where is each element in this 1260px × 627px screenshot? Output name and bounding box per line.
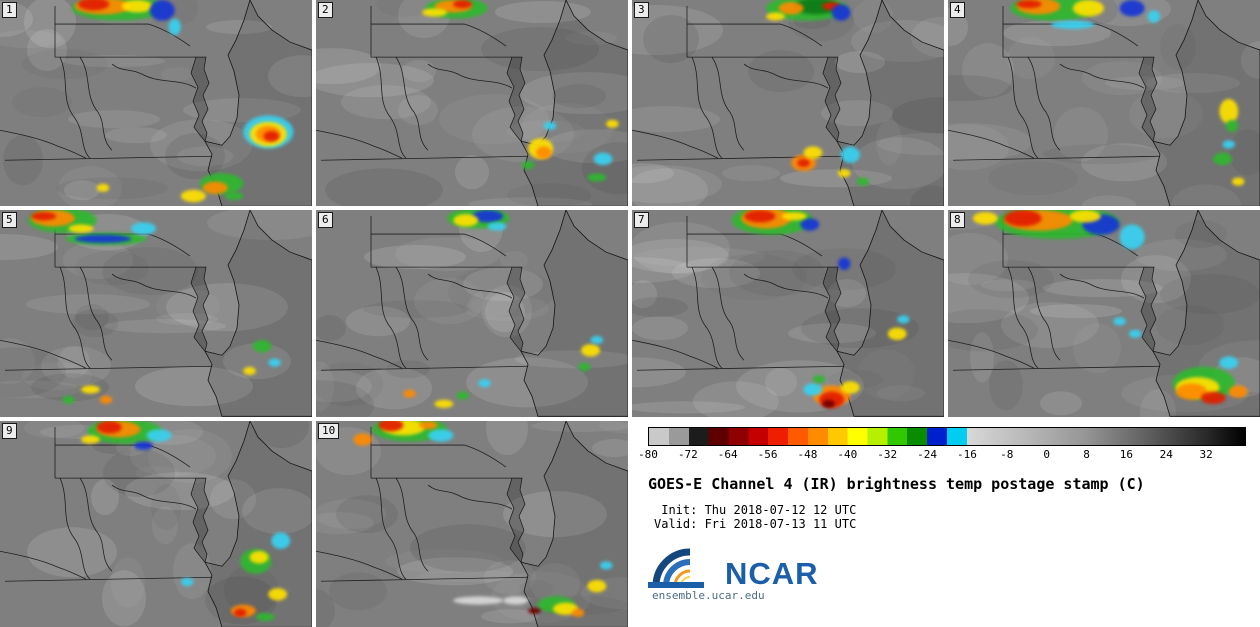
ensemble-member-panel: 5: [0, 210, 312, 417]
satellite-map: [632, 210, 944, 417]
figure-title: GOES-E Channel 4 (IR) brightness temp po…: [648, 474, 1145, 493]
ncar-logo: NCAR: [648, 546, 1254, 592]
colorbar-ticks: -80 -72 -64 -56 -48 -40 -32 -24 -16 -8 0 8 16 24 32: [638, 447, 1246, 462]
colorbar-tick-label: -32: [877, 447, 898, 461]
colorbar-tick-label: 16: [1119, 447, 1134, 461]
ensemble-member-panel: 9: [0, 420, 312, 627]
colorbar-tick-label: 32: [1199, 447, 1213, 461]
panel-number-label: 2: [318, 2, 333, 18]
panel-number-label: 4: [950, 2, 965, 18]
ncar-wordmark: NCAR: [725, 556, 819, 592]
satellite-map: [632, 0, 944, 207]
valid-time: Valid: Fri 2018-07-13 11 UTC: [654, 516, 857, 531]
satellite-map: [0, 210, 312, 417]
panel-number-label: 7: [634, 212, 649, 229]
satellite-map: [948, 0, 1260, 207]
ensemble-member-panel: 7: [632, 210, 944, 417]
ensemble-member-panel: 1: [0, 0, 312, 207]
colorbar-tick-label: -48: [797, 447, 818, 461]
panel-number-label: 10: [318, 422, 340, 439]
panel-number-label: 8: [950, 212, 965, 229]
panel-number-label: 3: [634, 2, 649, 18]
ensemble-member-panel: 6: [316, 210, 628, 417]
satellite-map: [948, 210, 1260, 417]
colorbar-tick-label: -80: [638, 447, 658, 461]
ncar-swoosh-icon: [648, 548, 704, 588]
colorbar-tick-label: 8: [1083, 447, 1090, 461]
init-time: Init: Thu 2018-07-12 12 UTC: [654, 502, 857, 517]
colorbar-tick-label: 0: [1043, 447, 1050, 461]
colorbar-tick-label: -64: [717, 447, 738, 461]
colorbar-tick-label: -16: [956, 447, 977, 461]
satellite-map: [316, 0, 628, 207]
colorbar-tick-label: 24: [1159, 447, 1173, 461]
colorbar: [648, 426, 1246, 446]
satellite-map: [0, 0, 312, 207]
ensemble-member-panel: 3: [632, 0, 944, 207]
ensemble-member-panel: 8: [948, 210, 1260, 417]
satellite-map: [316, 210, 628, 417]
colorbar-tick-label: -56: [757, 447, 778, 461]
satellite-map: [316, 420, 628, 627]
panel-number-label: 5: [2, 212, 17, 229]
ensemble-url[interactable]: ensemble.ucar.edu: [652, 588, 765, 602]
panel-number-label: 1: [2, 2, 17, 18]
ensemble-member-panel: 4: [948, 0, 1260, 207]
colorbar-tick-label: -8: [1000, 447, 1014, 461]
colorbar-tick-label: -24: [917, 447, 938, 461]
ensemble-member-panel: 10: [316, 420, 628, 627]
legend-and-caption-area: -80 -72 -64 -56 -48 -40 -32 -24 -16 -8 0 8 16 24 32 GO…: [632, 420, 1260, 627]
ensemble-member-panel: 2: [316, 0, 628, 207]
satellite-map: [0, 420, 312, 627]
time-caption: Init: Thu 2018-07-12 12 UTC Valid: Fri 2…: [642, 503, 1254, 531]
panel-number-label: 9: [2, 422, 17, 439]
colorbar-tick-label: -72: [677, 447, 698, 461]
panel-number-label: 6: [318, 212, 333, 229]
colorbar-tick-label: -40: [837, 447, 858, 461]
